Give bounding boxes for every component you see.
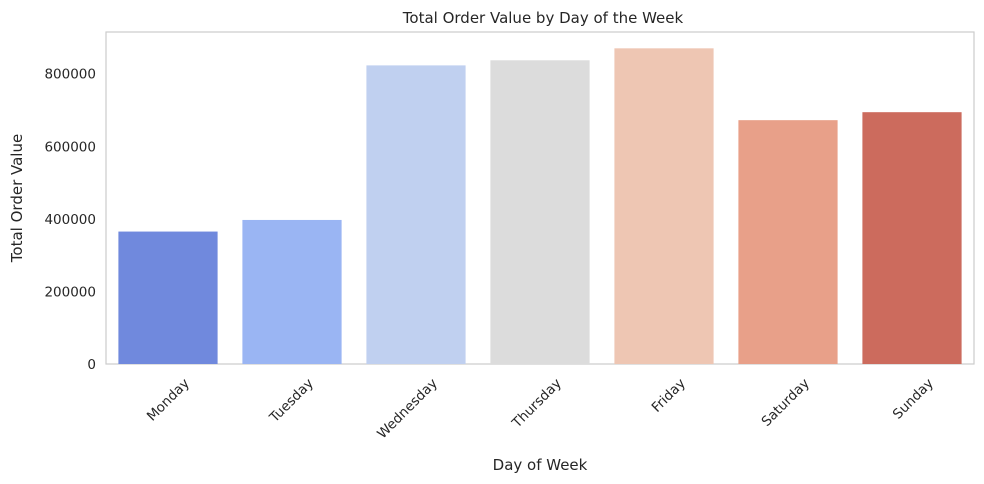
x-tick-label: Thursday bbox=[508, 376, 564, 432]
bar-tuesday bbox=[242, 219, 342, 364]
x-tick-label: Friday bbox=[649, 376, 689, 416]
bar-sunday bbox=[862, 112, 962, 364]
y-tick-label: 800000 bbox=[44, 67, 96, 83]
chart-title: Total Order Value by Day of the Week bbox=[402, 9, 684, 27]
x-axis-label: Day of Week bbox=[493, 456, 588, 474]
x-tick-label: Monday bbox=[144, 376, 193, 425]
x-tick-label: Tuesday bbox=[266, 376, 317, 427]
y-tick-label: 0 bbox=[87, 357, 96, 373]
bar-wednesday bbox=[366, 65, 466, 365]
bar-monday bbox=[118, 231, 218, 364]
y-tick-label: 400000 bbox=[44, 212, 96, 228]
bar-thursday bbox=[490, 60, 590, 365]
y-tick-label: 200000 bbox=[44, 284, 96, 300]
y-tick-label: 600000 bbox=[44, 139, 96, 155]
y-axis-label: Total Order Value bbox=[8, 134, 26, 263]
x-tick-label: Sunday bbox=[890, 376, 937, 423]
bar-friday bbox=[614, 48, 714, 364]
x-tick-label: Saturday bbox=[758, 376, 812, 430]
x-tick-label: Wednesday bbox=[374, 376, 441, 443]
bar-saturday bbox=[738, 120, 838, 364]
